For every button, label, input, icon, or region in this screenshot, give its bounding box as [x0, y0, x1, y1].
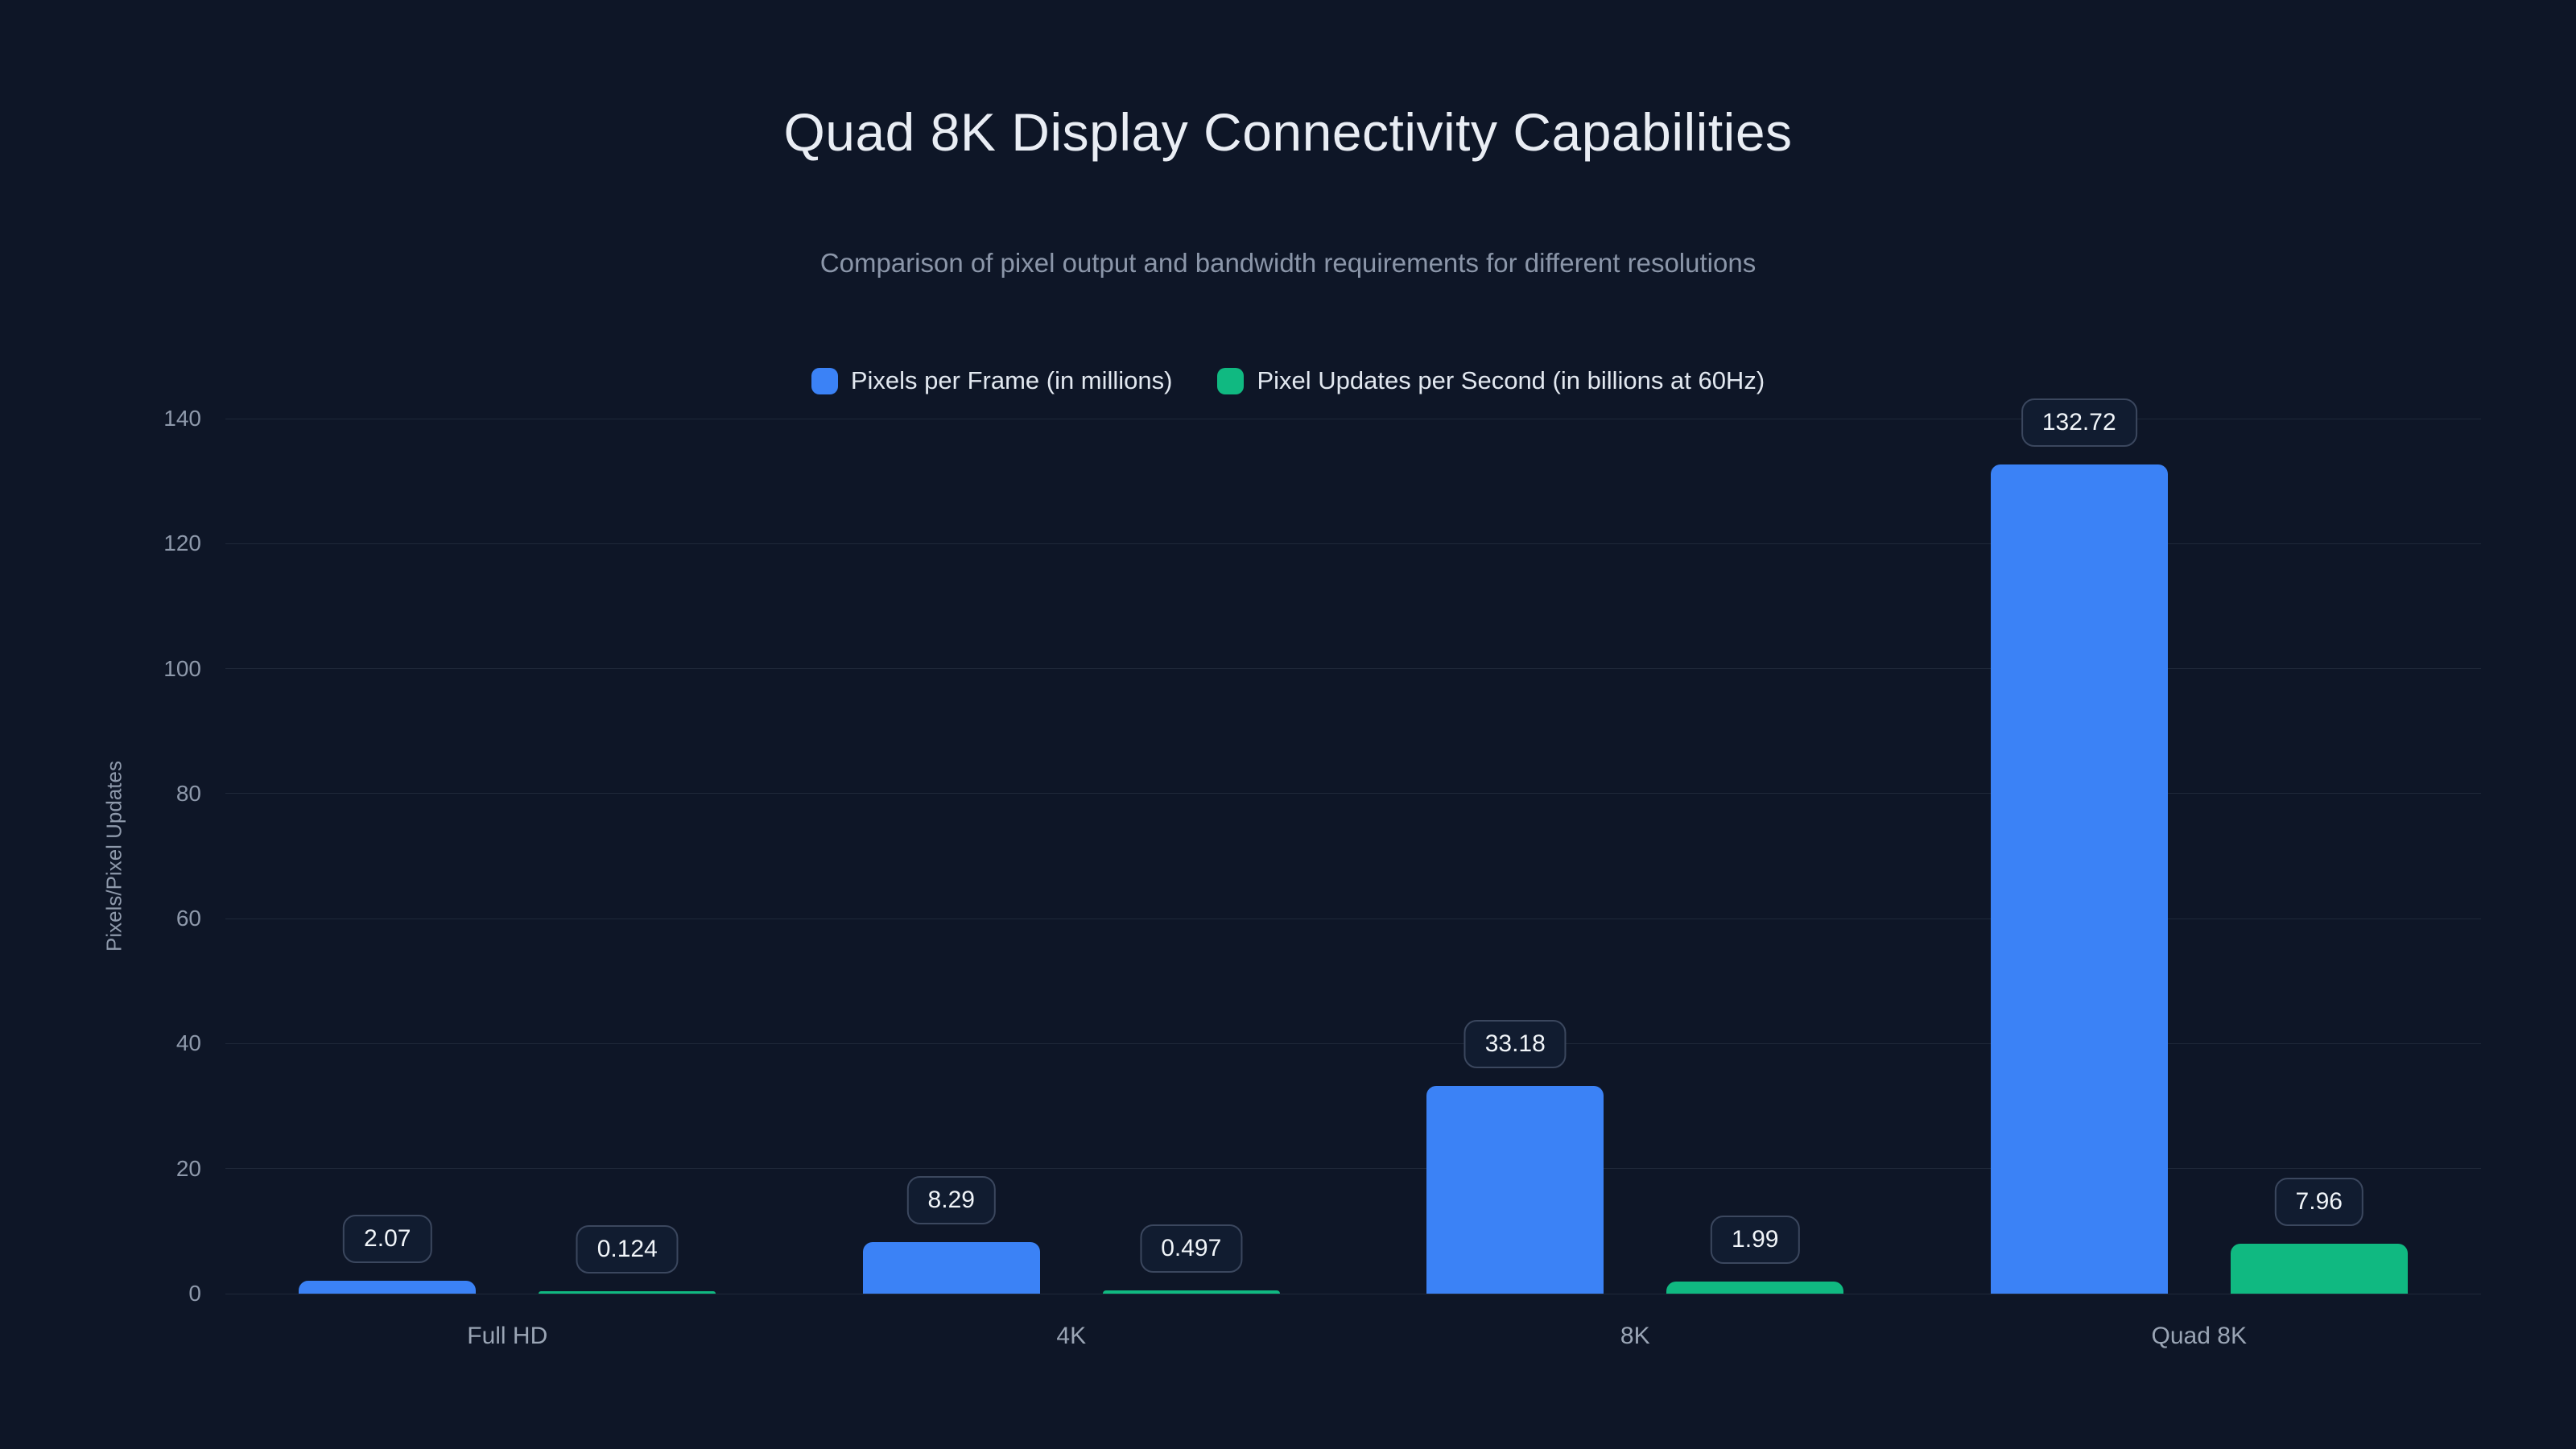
value-badge-8k-blue: 33.18	[1463, 1020, 1567, 1069]
value-badge-full-hd-blue: 2.07	[343, 1214, 432, 1263]
x-axis-label-quad-8k: Quad 8K	[2151, 1323, 2247, 1349]
y-tick-label: 20	[175, 1155, 201, 1181]
y-tick-label: 0	[188, 1281, 201, 1306]
y-tick-label: 120	[163, 530, 201, 556]
value-badge-quad-8k-green: 7.96	[2274, 1178, 2363, 1227]
legend-label: Pixels per Frame (in millions)	[850, 366, 1173, 394]
plot-area: 0 20 40 60 80 100 120 140 2.07 0.124 Full HD 8.29 0.…	[163, 398, 2481, 1349]
y-tick-label: 100	[163, 655, 201, 681]
gridline	[225, 1042, 2481, 1044]
bar-pixels-per-frame-in-millions-quad-8k[interactable]	[1990, 464, 2168, 1294]
bar-pixel-updates-per-second-in-billions-at-60hz-full-hd[interactable]	[539, 1291, 716, 1294]
bar-pixel-updates-per-second-in-billions-at-60hz-quad-8k[interactable]	[2230, 1244, 2408, 1294]
value-badge-full-hd-green: 0.124	[576, 1225, 679, 1274]
value-badge-8k-green: 1.99	[1711, 1215, 1800, 1264]
bar-pixels-per-frame-in-millions-full-hd[interactable]	[299, 1280, 477, 1294]
legend: Pixels per Frame (in millions) Pixel Upd…	[0, 366, 2576, 395]
value-badge-4k-green: 0.497	[1140, 1224, 1243, 1274]
bar-pixel-updates-per-second-in-billions-at-60hz-8k[interactable]	[1666, 1281, 1844, 1294]
bar-pixels-per-frame-in-millions-8k[interactable]	[1426, 1086, 1604, 1294]
y-tick-label: 140	[163, 406, 201, 431]
value-badge-quad-8k-blue: 132.72	[2021, 398, 2137, 447]
gridline	[225, 668, 2481, 670]
value-badge-4k-blue: 8.29	[906, 1175, 996, 1224]
y-tick-label: 60	[175, 906, 201, 931]
y-tick-label: 40	[175, 1030, 201, 1056]
gridline	[225, 793, 2481, 795]
x-axis-label-8k: 8K	[1620, 1323, 1650, 1349]
x-axis-label-4k: 4K	[1056, 1323, 1087, 1349]
chart-subtitle: Comparison of pixel output and bandwidth…	[819, 248, 1757, 278]
bar-pixel-updates-per-second-in-billions-at-60hz-4k[interactable]	[1102, 1290, 1280, 1294]
legend-swatch-green-icon	[1217, 367, 1245, 394]
gridline	[225, 543, 2481, 544]
chart-title: Quad 8K Display Connectivity Capabilitie…	[783, 102, 1793, 162]
y-tick-label: 80	[175, 780, 201, 806]
legend-item-pixels-per-frame[interactable]: Pixels per Frame (in millions)	[811, 366, 1173, 395]
legend-swatch-blue-icon	[811, 367, 838, 394]
bar-pixels-per-frame-in-millions-4k[interactable]	[862, 1241, 1040, 1294]
legend-label: Pixel Updates per Second (in billions at…	[1257, 366, 1765, 394]
legend-item-pixel-updates-per-second[interactable]: Pixel Updates per Second (in billions at…	[1217, 366, 1765, 395]
gridline	[225, 1168, 2481, 1170]
x-axis-label-full-hd: Full HD	[467, 1323, 548, 1349]
